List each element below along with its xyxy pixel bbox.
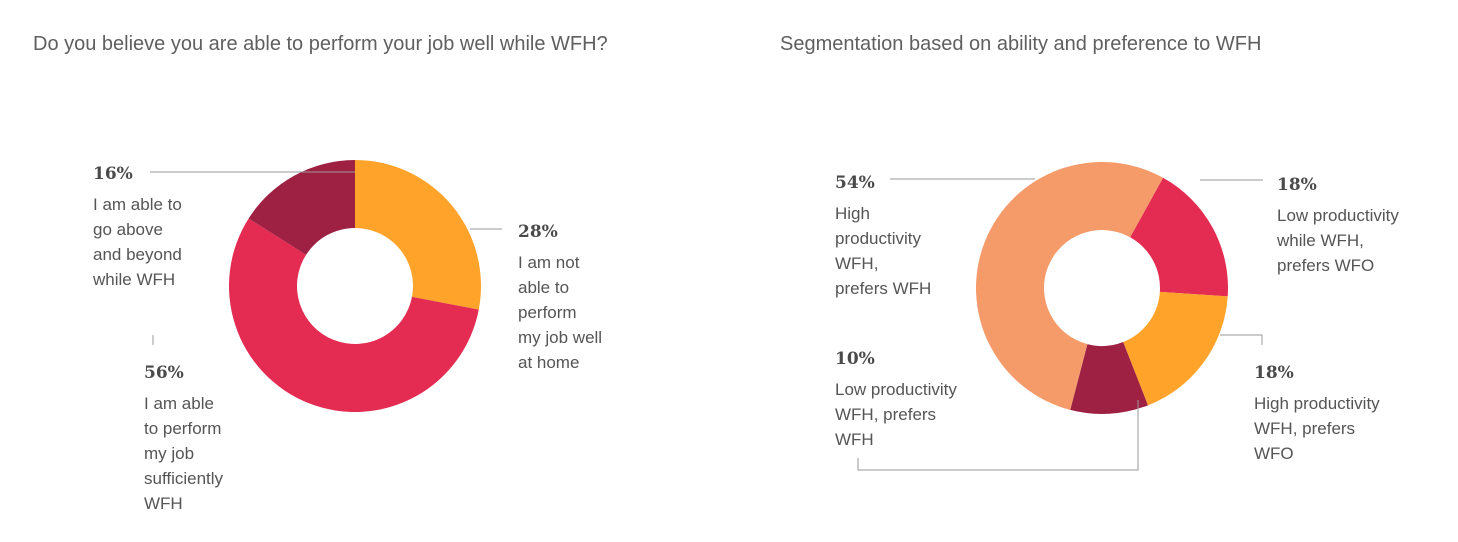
right-low-wfh-label-line: Low productivity	[835, 380, 957, 399]
right-low-wfo-label-line: Low productivity	[1277, 206, 1399, 225]
left-not-able-value: 28%	[518, 222, 558, 242]
left-above-beyond-label-line: I am able to	[93, 195, 182, 214]
chart-title-right: Segmentation based on ability and prefer…	[780, 33, 1262, 55]
leader-lines	[150, 171, 1263, 471]
right-slice-0	[1130, 177, 1228, 297]
left-not-able-label-line: perform	[518, 303, 577, 322]
left-sufficient-label-line: WFH	[144, 494, 183, 513]
chart-title-left: Do you believe you are able to perform y…	[33, 33, 608, 55]
left-sufficient-label-line: my job	[144, 444, 194, 463]
left-sufficient-value: 56%	[144, 363, 184, 383]
right-low-wfh-value: 10%	[835, 349, 875, 369]
right-low-wfo-value: 18%	[1277, 175, 1317, 195]
right-low-wfh-label-line: WFH, prefers	[835, 405, 936, 424]
right-low-wfo-label-line: prefers WFO	[1277, 256, 1374, 275]
left-above-beyond-value: 16%	[93, 164, 133, 184]
left-above-beyond-label-line: while WFH	[92, 270, 175, 289]
right-high-wfh-label-line: prefers WFH	[835, 279, 931, 298]
left-not-able-label-line: my job well	[518, 328, 602, 347]
left-above-beyond-label-line: go above	[93, 220, 163, 239]
right-slice-1	[1123, 291, 1228, 406]
left-slice-2	[248, 160, 355, 255]
right-high-wfo-value: 18%	[1254, 363, 1294, 383]
left-slice-0	[355, 160, 481, 310]
slice-labels: 16% I am able to go above and beyond while W…	[92, 164, 1399, 513]
right-slice-3	[976, 162, 1164, 410]
left-not-able-label-line: I am not	[518, 253, 580, 272]
left-sufficient-label-line: I am able	[144, 394, 214, 413]
left-sufficient-label-line: to perform	[144, 419, 221, 438]
left-not-able-label-line: able to	[518, 278, 569, 297]
left-not-able-label-line: at home	[518, 353, 579, 372]
donut-right	[976, 162, 1228, 414]
right-high-wfo-label-line: WFO	[1254, 444, 1294, 463]
right-high-wfh-value: 54%	[835, 173, 875, 193]
left-slice-1	[228, 218, 479, 413]
right-slice-2	[1070, 342, 1148, 414]
right-high-wfo-label-line: WFH, prefers	[1254, 419, 1355, 438]
right-low-wfh-label-line: WFH	[835, 430, 874, 449]
right-high-wfh-label-line: productivity	[835, 229, 921, 248]
left-sufficient-label-line: sufficiently	[144, 469, 224, 488]
right-high-wfo-label-line: High productivity	[1254, 394, 1380, 413]
right-high-wfh-label-line: High	[835, 204, 870, 223]
leader-line-5	[1220, 334, 1263, 345]
right-high-wfh-label-line: WFH,	[835, 254, 878, 273]
left-above-beyond-label-line: and beyond	[93, 245, 182, 264]
right-low-wfo-label-line: while WFH,	[1276, 231, 1364, 250]
donut-left	[228, 160, 481, 413]
leader-line-6	[857, 400, 1139, 471]
